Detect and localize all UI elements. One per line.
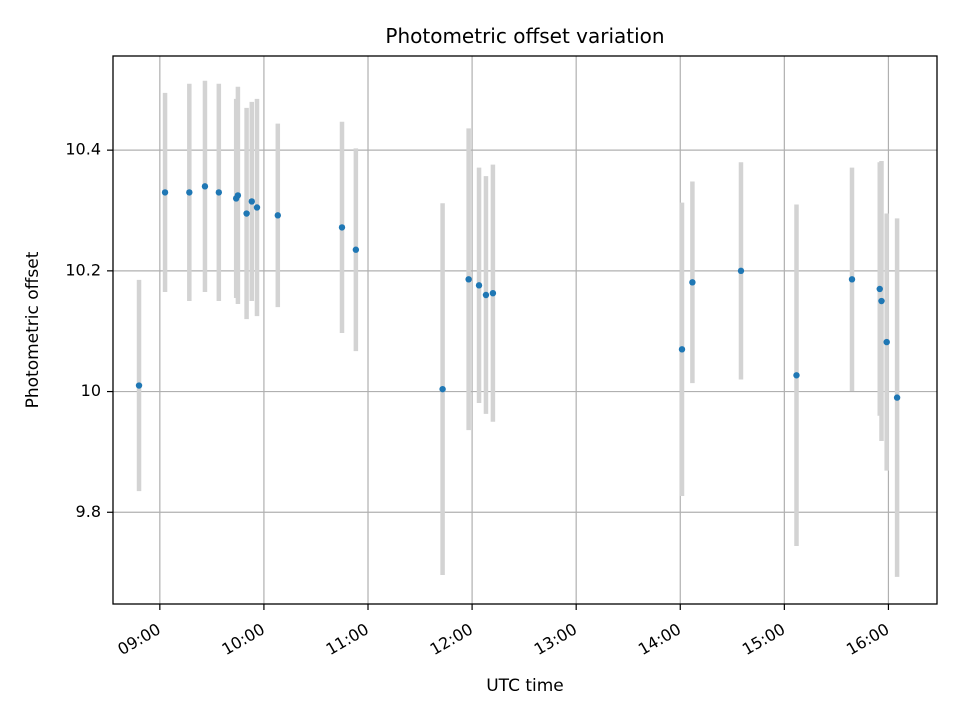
data-point: [689, 279, 696, 286]
x-tick-label: 16:00: [843, 619, 892, 659]
y-tick-label: 9.8: [76, 502, 101, 521]
data-point: [793, 372, 800, 379]
data-point: [243, 210, 250, 217]
data-point: [186, 189, 193, 196]
chart-title: Photometric offset variation: [385, 24, 664, 48]
data-point: [439, 385, 446, 393]
data-point: [201, 183, 209, 190]
data-point: [234, 192, 242, 199]
x-tick-label: 10:00: [218, 619, 267, 659]
data-point: [678, 346, 686, 353]
data-point: [253, 204, 261, 211]
x-tick-label: 14:00: [635, 619, 684, 659]
data-point: [475, 282, 483, 289]
data-point: [465, 276, 472, 283]
data-point: [215, 189, 223, 196]
data-point: [876, 285, 883, 293]
data-point: [248, 198, 255, 205]
x-tick-label: 09:00: [114, 619, 163, 659]
data-point: [878, 297, 885, 305]
x-tick-label: 12:00: [427, 619, 476, 659]
y-tick-label: 10: [81, 381, 101, 400]
y-tick-label: 10.2: [65, 260, 101, 279]
data-point: [883, 338, 890, 346]
data-point: [161, 189, 169, 196]
data-point: [352, 246, 360, 253]
data-point: [482, 291, 490, 299]
data-point: [274, 212, 281, 219]
y-axis-title: Photometric offset: [23, 251, 43, 408]
error-bars: [136, 80, 900, 577]
data-point: [135, 382, 143, 389]
data-point: [737, 267, 745, 275]
x-tick-label: 13:00: [531, 619, 580, 659]
data-point: [848, 276, 856, 283]
x-tick-label: 15:00: [739, 619, 788, 659]
data-point: [338, 224, 346, 231]
data-points: [135, 183, 901, 401]
data-point: [489, 289, 497, 297]
y-tick-label: 10.4: [65, 140, 101, 159]
x-axis-title: UTC time: [486, 676, 564, 696]
x-tick-label: 11:00: [323, 619, 372, 659]
plot-frame: [112, 55, 938, 605]
data-point: [893, 394, 901, 401]
